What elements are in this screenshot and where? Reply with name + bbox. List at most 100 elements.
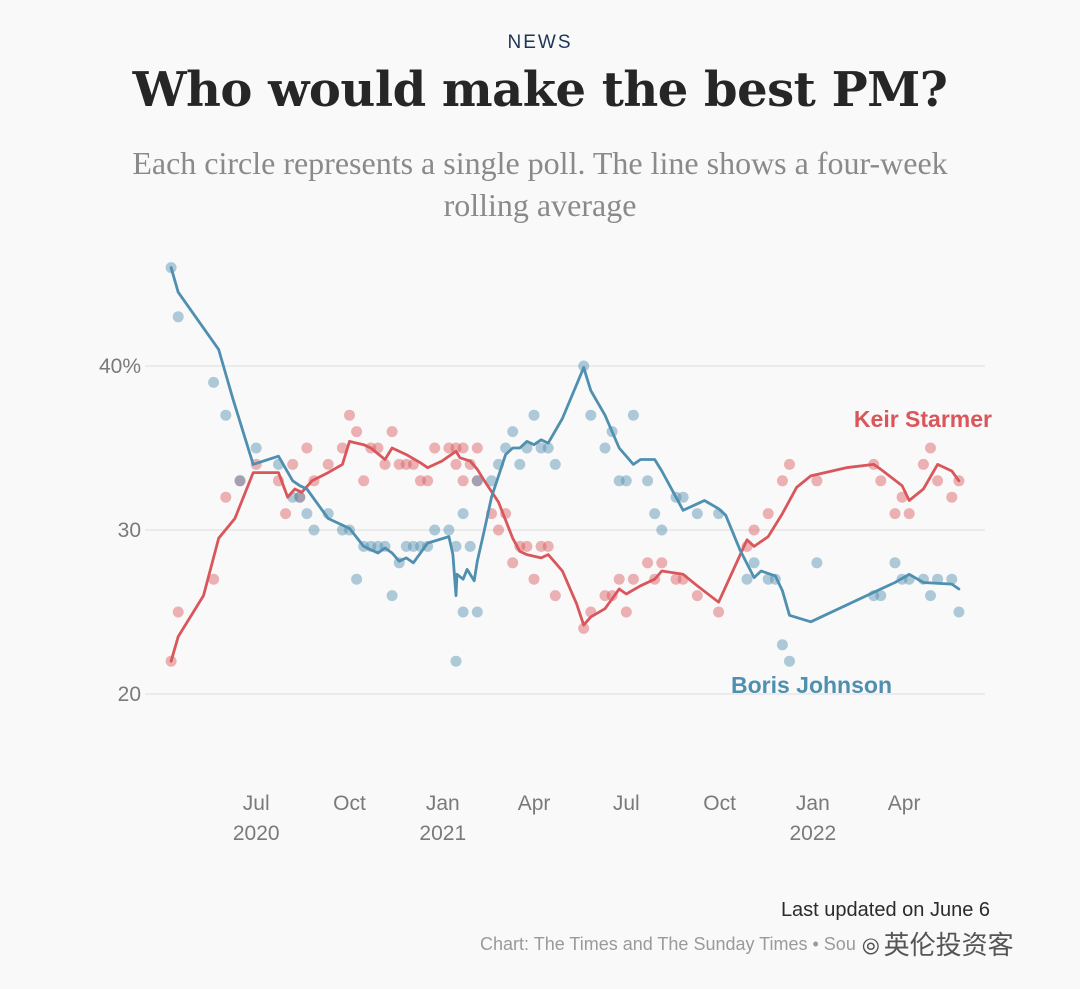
johnson-poll-dot — [457, 606, 469, 618]
starmer-poll-dot — [691, 590, 703, 602]
section-kicker: NEWS — [507, 32, 573, 53]
starmer-poll-dot — [578, 622, 590, 634]
starmer-poll-dot — [535, 540, 547, 552]
johnson-series-label: Boris Johnson — [731, 672, 892, 698]
starmer-poll-dot — [784, 458, 795, 470]
starmer-poll-dot — [946, 491, 958, 503]
johnson-poll-dot — [599, 442, 611, 454]
poll-chart: 20 30 40% Jul 2020 Oct Jan 2021 Apr Jul Oct Jan 202… — [99, 262, 992, 845]
starmer-poll-dot — [627, 573, 639, 585]
johnson-poll-dot — [549, 458, 561, 470]
starmer-poll-dot — [613, 573, 625, 585]
average-lines — [169, 266, 961, 663]
chart-subtitle: Each circle represents a single poll. Th… — [132, 145, 948, 223]
starmer-poll-dot — [172, 606, 184, 618]
johnson-poll-dot — [649, 508, 661, 520]
starmer-poll-dot — [450, 442, 462, 454]
x-tick-label: Oct — [333, 792, 366, 815]
johnson-poll-dot — [642, 475, 654, 487]
starmer-poll-dot — [234, 475, 246, 487]
last-updated: Last updated on June 6 — [780, 899, 990, 921]
johnson-poll-dot — [691, 508, 703, 520]
johnson-poll-dot — [875, 590, 887, 602]
johnson-poll-dot — [585, 409, 597, 421]
johnson-poll-dot — [507, 426, 519, 438]
johnson-poll-dot — [748, 557, 760, 569]
starmer-poll-dot — [220, 491, 232, 503]
starmer-poll-dot — [521, 540, 533, 552]
starmer-poll-dot — [748, 524, 760, 536]
starmer-poll-dot — [351, 426, 363, 438]
starmer-poll-dot — [542, 540, 554, 552]
starmer-poll-dot — [280, 508, 292, 520]
johnson-poll-dot — [234, 475, 246, 487]
starmer-poll-dot — [875, 475, 887, 487]
x-tick-year-label: 2021 — [419, 822, 466, 845]
starmer-poll-dot — [549, 590, 561, 602]
johnson-poll-dot — [407, 540, 419, 552]
starmer-poll-dot — [443, 442, 455, 454]
johnson-average-line — [169, 266, 961, 624]
johnson-poll-dot — [351, 573, 363, 585]
wechat-icon: ⦾ — [862, 935, 880, 960]
starmer-poll-dot — [457, 442, 469, 454]
johnson-poll-dot — [471, 475, 483, 487]
johnson-poll-dot — [889, 557, 901, 569]
johnson-poll-dot — [450, 540, 462, 552]
starmer-poll-dot — [450, 458, 462, 470]
starmer-poll-dot — [393, 458, 405, 470]
starmer-poll-dot — [889, 508, 901, 520]
starmer-poll-dot — [932, 475, 944, 487]
johnson-poll-dot — [741, 573, 753, 585]
x-axis: Jul 2020 Oct Jan 2021 Apr Jul Oct Jan 2022 Apr — [233, 792, 921, 845]
x-tick-year-label: 2022 — [789, 822, 836, 845]
x-tick-label: Jul — [243, 792, 270, 815]
johnson-poll-dot — [457, 508, 469, 520]
johnson-poll-dot — [528, 409, 540, 421]
x-tick-label: Apr — [888, 792, 921, 815]
starmer-poll-dot — [656, 557, 668, 569]
starmer-poll-dot — [471, 442, 483, 454]
starmer-poll-dot — [471, 475, 483, 487]
johnson-poll-dot — [811, 557, 823, 569]
x-tick-label: Apr — [518, 792, 551, 815]
johnson-poll-dot — [677, 491, 689, 503]
johnson-poll-dot — [762, 573, 774, 585]
johnson-poll-dot — [250, 442, 262, 454]
johnson-poll-dot — [925, 590, 936, 602]
starmer-poll-dot — [917, 458, 929, 470]
starmer-poll-dot — [903, 508, 915, 520]
johnson-poll-dot — [372, 540, 384, 552]
johnson-poll-dot — [627, 409, 639, 421]
y-tick-label: 20 — [118, 683, 141, 706]
johnson-poll-dot — [542, 442, 554, 454]
y-axis: 20 30 40% — [99, 355, 141, 706]
starmer-poll-dot — [713, 606, 725, 618]
johnson-poll-dot — [613, 475, 625, 487]
starmer-poll-dot — [429, 442, 441, 454]
johnson-poll-dot — [450, 655, 462, 667]
starmer-poll-dot — [287, 458, 299, 470]
johnson-poll-dot — [946, 573, 958, 585]
starmer-poll-dot — [925, 442, 936, 454]
x-tick-label: Jan — [426, 792, 460, 815]
johnson-poll-dot — [429, 524, 441, 536]
johnson-poll-dot — [301, 508, 313, 520]
starmer-series-label: Keir Starmer — [854, 406, 992, 432]
johnson-poll-dot — [220, 409, 232, 421]
starmer-poll-dot — [344, 409, 355, 421]
chart-credit: Chart: The Times and The Sunday Times • … — [480, 934, 856, 954]
starmer-poll-dot — [457, 475, 469, 487]
johnson-poll-dot — [443, 524, 455, 536]
x-tick-label: Oct — [703, 792, 736, 815]
starmer-poll-dot — [208, 573, 220, 585]
johnson-poll-dot — [953, 606, 965, 618]
starmer-poll-dot — [422, 475, 434, 487]
starmer-poll-dot — [322, 458, 334, 470]
johnson-poll-dot — [620, 475, 632, 487]
x-tick-label: Jul — [613, 792, 640, 815]
x-tick-year-label: 2020 — [233, 822, 280, 845]
starmer-poll-dot — [811, 475, 823, 487]
y-tick-label: 40% — [99, 355, 141, 378]
johnson-poll-dot — [208, 376, 220, 388]
